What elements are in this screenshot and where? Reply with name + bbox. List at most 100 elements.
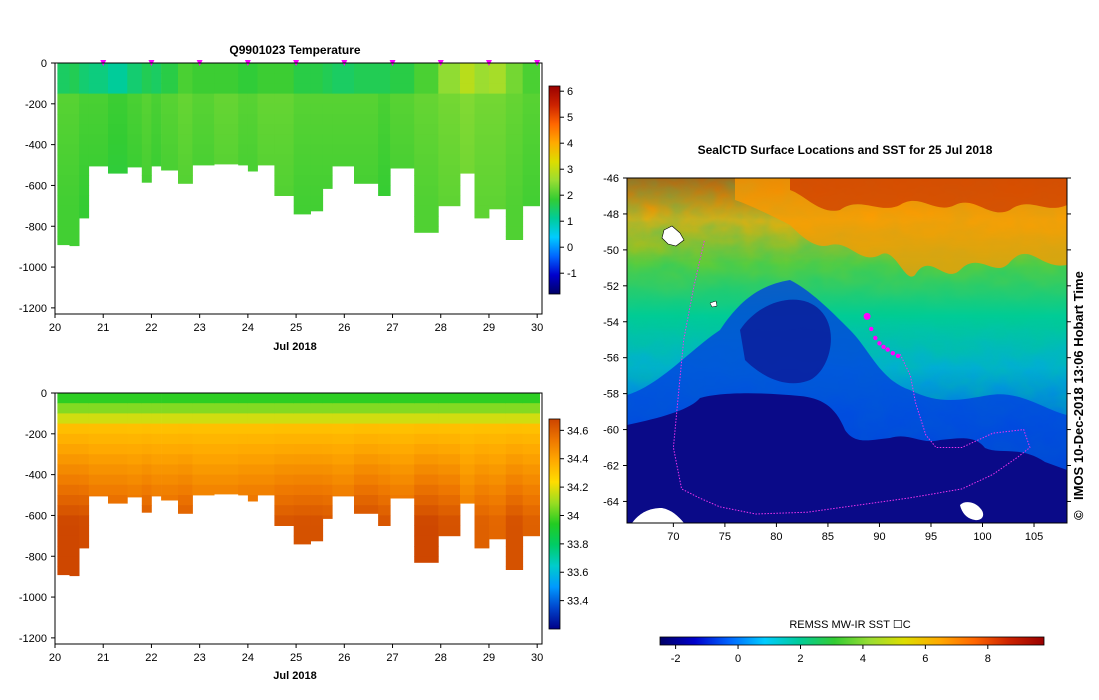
profile-cell	[438, 93, 461, 105]
profile-cell	[293, 165, 311, 176]
profile-cell	[489, 515, 507, 526]
profile-cell	[522, 525, 540, 537]
profile-cell	[178, 505, 193, 514]
profile-cell	[438, 515, 461, 526]
profile-cell	[390, 495, 415, 499]
map-title: SealCTD Surface Locations and SST for 25…	[698, 143, 993, 157]
profile-cell	[522, 474, 540, 486]
profile-cell	[238, 393, 249, 404]
profile-cell	[354, 423, 379, 435]
profile-cell	[414, 423, 439, 435]
profile-cell	[332, 474, 355, 486]
colorbar-tick-label: 0	[567, 242, 573, 254]
map-x-tick-label: 90	[873, 531, 885, 543]
profile-cell	[161, 93, 179, 105]
profile-cell	[489, 165, 507, 176]
profile-cell	[141, 175, 152, 183]
profile-cell	[293, 175, 311, 186]
profile-cell	[214, 73, 239, 84]
profile-cell	[310, 195, 324, 207]
profile-cell	[69, 433, 80, 445]
profile-cell	[151, 474, 162, 486]
profile-cell	[414, 464, 439, 475]
profile-cell	[322, 444, 333, 455]
profile-cell	[489, 495, 507, 506]
profile-cell	[489, 403, 507, 414]
profile-cell	[489, 185, 507, 196]
profile-cell	[178, 165, 193, 176]
profile-cell	[57, 205, 70, 217]
profile-cell	[460, 134, 475, 145]
profile-cell	[79, 444, 90, 455]
x-tick-label: 28	[435, 652, 447, 664]
profile-cell	[151, 154, 162, 166]
profile-cell	[414, 495, 439, 506]
profile-cell	[505, 114, 524, 125]
profile-cell	[127, 474, 143, 486]
profile-cell	[178, 495, 193, 506]
profile-cell	[79, 103, 90, 115]
profile-cell	[274, 124, 295, 135]
profile-cell	[69, 226, 80, 237]
profile-cell	[151, 134, 162, 145]
profile-cell	[192, 464, 215, 475]
profile-cell	[293, 525, 311, 537]
profile-cell	[474, 525, 490, 537]
profile-cell	[69, 495, 80, 506]
profile-cell	[141, 83, 152, 94]
profile-cell	[390, 93, 415, 105]
profile-cell	[214, 83, 239, 94]
profile-cell	[293, 205, 311, 215]
profile-cell	[69, 423, 80, 435]
profile-cell	[354, 165, 379, 176]
x-tick-label: 25	[290, 322, 302, 334]
profile-cell	[57, 556, 70, 567]
profile-cell	[390, 484, 415, 496]
profile-cell	[460, 433, 475, 445]
profile-cell	[322, 403, 333, 414]
profile-cell	[489, 73, 507, 84]
profile-cell	[522, 165, 540, 176]
profile-cell	[474, 144, 490, 156]
profile-cell	[505, 216, 524, 227]
profile-cell	[354, 454, 379, 465]
profile-cell	[390, 423, 415, 435]
profile-cell	[414, 505, 439, 516]
map-y-tick-label: -46	[603, 173, 619, 185]
profile-cell	[192, 484, 215, 496]
profile-cell	[438, 433, 461, 445]
profile-cell	[522, 515, 540, 526]
profile-cell	[460, 154, 475, 166]
profile-cell	[332, 165, 355, 167]
profile-cell	[378, 403, 391, 414]
colorbar-tick-label: 34.2	[567, 482, 588, 494]
profile-cell	[310, 114, 324, 125]
y-tick-label: -1000	[19, 262, 47, 274]
profile-cell	[505, 515, 524, 526]
profile-cell	[57, 505, 70, 516]
sst-colorbar-tick-label: 0	[735, 653, 741, 665]
profile-cell	[57, 144, 70, 156]
profile-cell	[438, 73, 461, 84]
profile-cell	[378, 495, 391, 506]
profile-cell	[108, 464, 128, 475]
profile-cell	[522, 144, 540, 156]
profile-cell	[257, 484, 275, 496]
profile-cell	[79, 505, 90, 516]
profile-cell	[161, 403, 179, 414]
hot-water-region	[790, 178, 1067, 213]
profile-cell	[88, 474, 109, 486]
profile-cell	[57, 195, 70, 207]
profile-cell	[161, 474, 179, 486]
profile-cell	[79, 83, 90, 94]
x-tick-label: 20	[49, 652, 61, 664]
profile-cell	[178, 423, 193, 435]
profile-cell	[438, 484, 461, 496]
profile-cell	[474, 413, 490, 424]
profile-cell	[378, 464, 391, 475]
profile-cell	[354, 144, 379, 156]
profile-cell	[238, 134, 249, 145]
profile-cell	[390, 464, 415, 475]
profile-cell	[127, 63, 143, 74]
